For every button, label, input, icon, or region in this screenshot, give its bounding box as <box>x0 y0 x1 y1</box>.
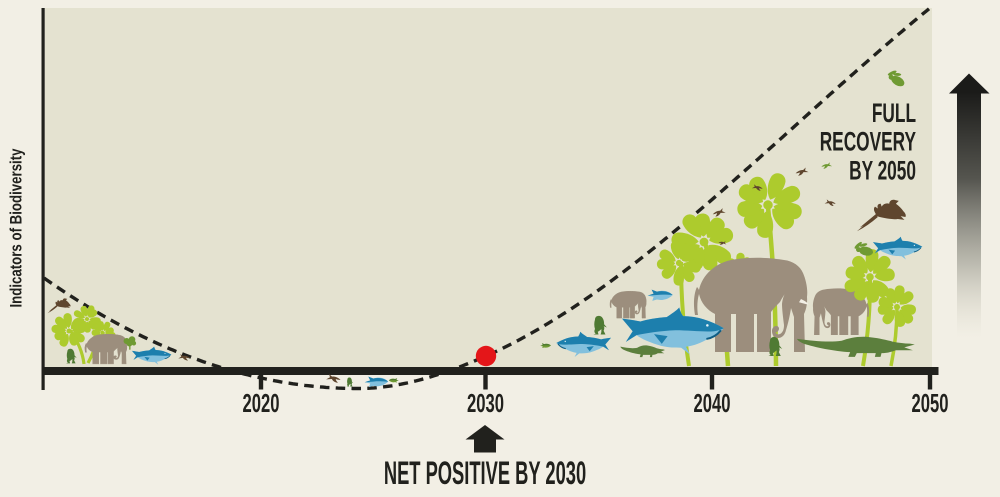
svg-text:2050: 2050 <box>912 388 949 418</box>
svg-text:2040: 2040 <box>694 388 731 418</box>
svg-text:2030: 2030 <box>467 388 504 418</box>
svg-text:NET POSITIVE BY 2030: NET POSITIVE BY 2030 <box>384 455 586 492</box>
svg-text:BY 2050: BY 2050 <box>849 154 916 185</box>
svg-text:FULL: FULL <box>872 97 916 128</box>
svg-text:Indicators of Biodiversity: Indicators of Biodiversity <box>7 148 26 307</box>
svg-text:2020: 2020 <box>243 388 280 418</box>
svg-text:RECOVERY: RECOVERY <box>820 125 916 156</box>
